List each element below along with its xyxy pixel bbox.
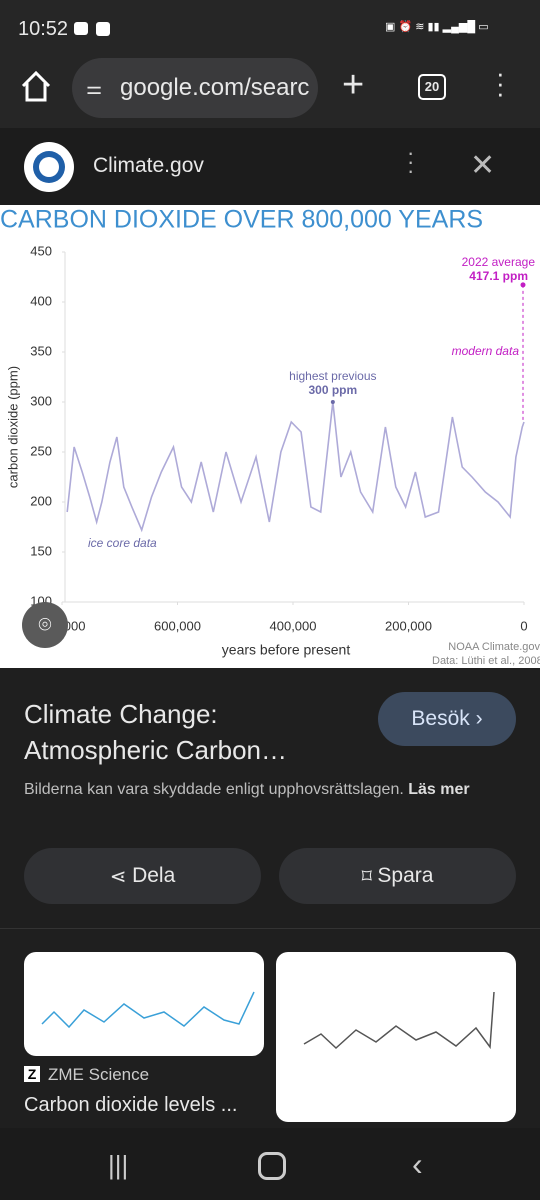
menu-button[interactable]: · · ·	[496, 58, 505, 108]
visit-label: Besök	[411, 707, 470, 730]
notice: Bilderna kan vara skyddade enligt upphov…	[24, 778, 504, 802]
chart-title: CARBON DIOXIDE OVER 800,000 YEARS	[0, 206, 483, 234]
x-tick-label: 0	[520, 618, 527, 633]
credit: NOAA Climate.gov	[448, 641, 540, 653]
title-line: Climate Change:	[24, 699, 218, 729]
y-axis-label: carbon dioxide (ppm)	[5, 366, 20, 488]
x-tick-label: 200,000	[385, 618, 432, 633]
home-nav-button[interactable]	[258, 1152, 286, 1180]
x-axis-label: years before present	[222, 642, 351, 658]
notice-link[interactable]: Läs mer	[408, 781, 470, 798]
lens-button[interactable]: ⌾	[22, 602, 68, 648]
close-button[interactable]: ✕	[470, 149, 496, 182]
annotation: ice core data	[88, 536, 157, 550]
thumbnail[interactable]	[24, 952, 264, 1056]
y-tick-label: 150	[30, 543, 52, 558]
credit: Data: Lüthi et al., 2008	[432, 655, 540, 667]
save-button[interactable]: ⌑ Spara	[279, 848, 516, 904]
recents-button[interactable]: |||	[108, 1150, 129, 1180]
visit-button[interactable]: Besök ›	[378, 692, 516, 746]
annotation: modern data	[452, 344, 520, 358]
notice-text: Bilderna kan vara skyddade enligt upphov…	[24, 781, 404, 798]
highest-point	[330, 400, 335, 404]
site-name: Climate.gov	[93, 154, 204, 177]
home-button[interactable]	[20, 70, 52, 104]
y-tick-label: 350	[30, 343, 52, 358]
result-title: Climate Change: Atmospheric Carbon…	[24, 696, 287, 768]
x-tick-label: 400,000	[270, 618, 317, 633]
share-label: Dela	[132, 864, 176, 887]
related-source: ZME Science	[48, 1065, 150, 1084]
url: google.com/searc	[120, 74, 310, 101]
annotation: highest previous	[289, 369, 376, 383]
tab-count[interactable]: 20	[418, 74, 446, 100]
y-tick-label: 200	[30, 493, 52, 508]
annotation: 2022 average	[462, 255, 536, 269]
x-tick-label: 600,000	[154, 618, 201, 633]
source-bar: Climate.gov · · · ✕	[0, 128, 540, 206]
site-logo	[24, 142, 74, 192]
y-tick-label: 250	[30, 443, 52, 458]
clock: 10:52	[18, 18, 69, 40]
url-bar[interactable]: ⚌ google.com/searc	[72, 58, 318, 118]
share-button[interactable]: ⋖ Dela	[24, 848, 261, 904]
chart: CARBON DIOXIDE OVER 800,000 YEARS carbon…	[0, 205, 540, 668]
save-label: Spara	[377, 864, 434, 887]
y-tick-label: 400	[30, 293, 52, 308]
source-icon: Z	[24, 1066, 40, 1082]
title-line: Atmospheric Carbon…	[24, 735, 287, 765]
y-tick-label: 450	[30, 243, 52, 258]
new-tab-button[interactable]: +	[342, 64, 365, 106]
modern-point	[520, 282, 526, 288]
data-line	[66, 401, 525, 533]
notif-icon	[96, 22, 110, 36]
related-title[interactable]: Carbon dioxide levels ...	[24, 1094, 238, 1116]
thumbnail[interactable]	[276, 952, 516, 1122]
site-settings-icon[interactable]: ⚌	[86, 78, 103, 98]
divider	[0, 928, 540, 929]
more-button[interactable]: · · ·	[407, 140, 415, 183]
back-button[interactable]: ‹	[412, 1146, 423, 1182]
annotation: 417.1 ppm	[469, 269, 528, 283]
nav-bar: ||| ‹	[0, 1128, 540, 1200]
notif-icon	[74, 22, 88, 35]
y-tick-label: 300	[30, 393, 52, 408]
status-icons: ▣ ⏰ ≋ ▮▮ ▂▄▆█ ▭	[385, 21, 489, 33]
annotation: 300 ppm	[309, 383, 358, 397]
